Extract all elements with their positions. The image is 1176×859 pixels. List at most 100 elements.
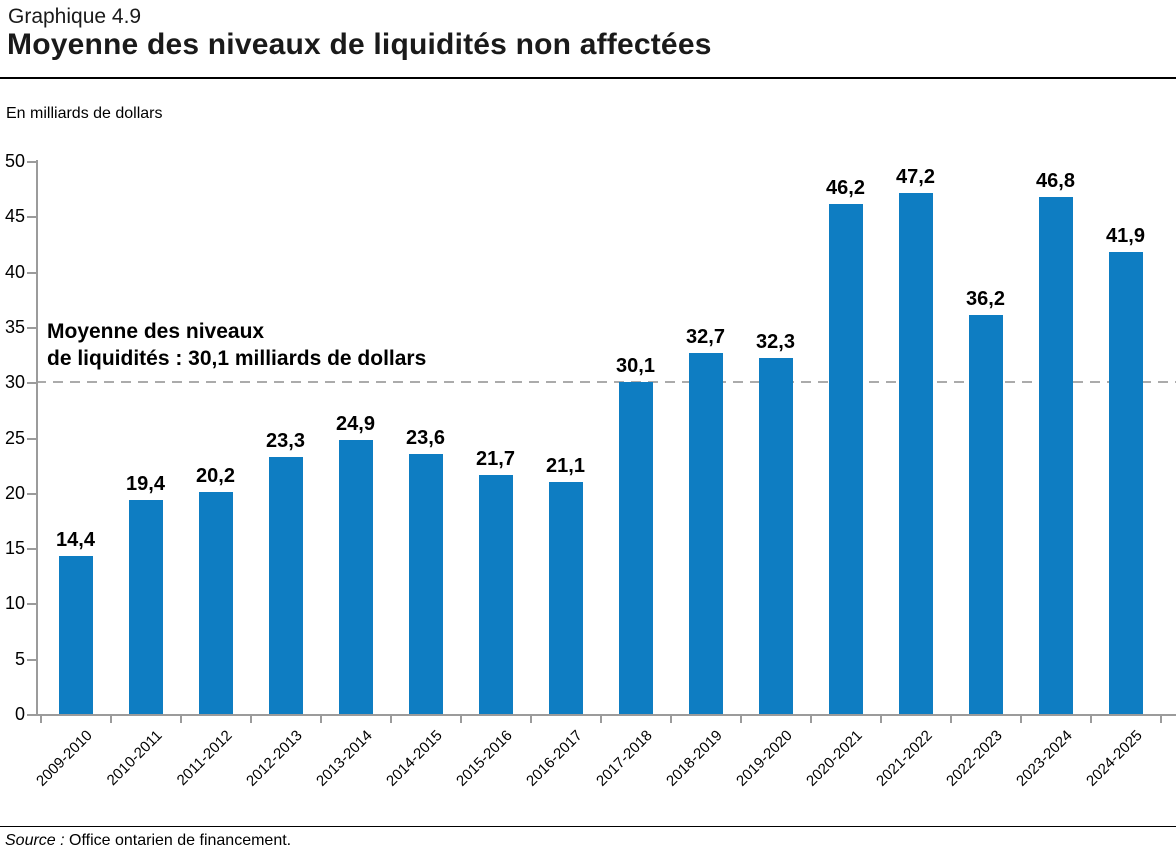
y-axis-tick-label: 10 bbox=[4, 593, 25, 614]
bar bbox=[688, 353, 723, 714]
x-axis-label: 2024-2025 bbox=[1082, 727, 1146, 790]
y-axis-tick-label: 50 bbox=[4, 151, 25, 171]
bar-value-label: 36,2 bbox=[966, 288, 1005, 310]
bar bbox=[1038, 197, 1073, 714]
x-axis-tick bbox=[809, 716, 812, 723]
x-axis-label: 2020-2021 bbox=[802, 727, 866, 790]
x-axis-label: 2022-2023 bbox=[942, 727, 1006, 790]
y-axis-tick bbox=[27, 271, 36, 274]
x-axis-label: 2014-2015 bbox=[382, 727, 446, 790]
bar bbox=[898, 193, 933, 714]
bar bbox=[968, 315, 1003, 714]
y-axis-tick bbox=[27, 216, 36, 219]
bar-value-label: 41,9 bbox=[1106, 225, 1145, 247]
x-axis-label: 2012-2013 bbox=[242, 727, 306, 790]
x-axis-tick bbox=[179, 716, 182, 723]
y-axis-tick bbox=[27, 658, 36, 661]
y-axis-tick bbox=[27, 382, 36, 385]
x-axis-tick bbox=[249, 716, 252, 723]
bar bbox=[758, 358, 793, 714]
title-divider bbox=[0, 77, 1176, 79]
bar-value-label: 14,4 bbox=[56, 529, 95, 551]
y-axis-tick bbox=[27, 603, 36, 606]
y-axis-tick-label: 15 bbox=[4, 538, 25, 559]
source-note: Source : Office ontarien de financement. bbox=[5, 832, 291, 850]
bar-value-label: 20,2 bbox=[196, 465, 235, 487]
x-axis-tick bbox=[739, 716, 742, 723]
x-axis-label: 2011-2012 bbox=[173, 727, 236, 789]
source-text: Office ontarien de financement. bbox=[69, 832, 292, 849]
x-axis-label: 2023-2024 bbox=[1012, 727, 1076, 790]
x-axis-tick bbox=[319, 716, 322, 723]
x-axis-tick bbox=[529, 716, 532, 723]
bar bbox=[338, 440, 373, 714]
x-axis-tick bbox=[1159, 716, 1162, 723]
x-axis-tick bbox=[389, 716, 392, 723]
bar-value-label: 19,4 bbox=[126, 473, 165, 495]
y-axis-tick bbox=[27, 548, 36, 551]
bar bbox=[478, 475, 513, 714]
y-axis-tick bbox=[27, 492, 36, 495]
x-axis-tick bbox=[669, 716, 672, 723]
average-line-annotation: Moyenne des niveaux de liquidités : 30,1… bbox=[47, 318, 426, 372]
x-axis-label: 2021-2022 bbox=[872, 727, 936, 790]
bar-value-label: 46,8 bbox=[1036, 170, 1075, 192]
bar bbox=[58, 556, 93, 714]
y-axis-tick-label: 25 bbox=[4, 427, 25, 448]
bar-value-label: 24,9 bbox=[336, 413, 375, 435]
x-axis-tick bbox=[599, 716, 602, 723]
bar bbox=[128, 500, 163, 714]
y-axis-tick bbox=[27, 326, 36, 329]
x-axis-label: 2016-2017 bbox=[522, 727, 586, 790]
x-axis-tick bbox=[109, 716, 112, 723]
bar bbox=[408, 454, 443, 714]
bar bbox=[828, 204, 863, 714]
chart-eyebrow: Graphique 4.9 bbox=[8, 5, 142, 28]
x-axis-label: 2009-2010 bbox=[32, 727, 96, 790]
x-axis-line bbox=[35, 714, 1176, 716]
bar bbox=[198, 492, 233, 714]
x-axis-tick bbox=[949, 716, 952, 723]
y-axis-tick-label: 35 bbox=[4, 316, 25, 337]
page-title: Moyenne des niveaux de liquidités non af… bbox=[7, 28, 712, 61]
y-axis-tick-label: 30 bbox=[4, 372, 25, 393]
y-axis-tick bbox=[27, 437, 36, 440]
y-axis-tick-label: 40 bbox=[4, 261, 25, 282]
x-axis-tick bbox=[879, 716, 882, 723]
y-axis-tick-label: 20 bbox=[4, 482, 25, 503]
y-axis-tick-label: 5 bbox=[14, 648, 25, 669]
bar-value-label: 32,7 bbox=[686, 326, 725, 348]
bar-value-label: 21,7 bbox=[476, 448, 515, 470]
bar bbox=[618, 382, 653, 714]
bar-value-label: 23,6 bbox=[406, 427, 445, 449]
bar-value-label: 21,1 bbox=[546, 455, 585, 477]
x-axis-label: 2017-2018 bbox=[592, 727, 656, 790]
average-dashed-line bbox=[36, 381, 1176, 384]
x-axis-label: 2018-2019 bbox=[662, 727, 726, 790]
footer-divider bbox=[0, 826, 1176, 827]
x-axis-tick bbox=[1019, 716, 1022, 723]
x-axis-label: 2015-2016 bbox=[452, 727, 516, 790]
bar-value-label: 46,2 bbox=[826, 177, 865, 199]
source-prefix: Source : bbox=[5, 832, 65, 849]
average-line-annotation-line1: Moyenne des niveaux bbox=[47, 320, 265, 343]
y-axis-line bbox=[36, 160, 38, 716]
x-axis-label: 2013-2014 bbox=[312, 727, 376, 790]
x-axis-tick bbox=[39, 716, 42, 723]
bar bbox=[1108, 252, 1143, 714]
x-axis-label: 2019-2020 bbox=[732, 727, 796, 790]
x-axis-label: 2010-2011 bbox=[103, 727, 166, 789]
y-axis-tick bbox=[27, 161, 36, 163]
average-line-annotation-line2: de liquidités : 30,1 milliards de dollar… bbox=[47, 347, 427, 370]
bar-value-label: 32,3 bbox=[756, 331, 795, 353]
bar bbox=[268, 457, 303, 714]
y-axis-tick-label: 0 bbox=[14, 704, 25, 724]
y-axis-tick-label: 45 bbox=[4, 206, 25, 227]
axis-units-label: En milliards de dollars bbox=[6, 105, 163, 122]
x-axis-tick bbox=[1089, 716, 1092, 723]
bar-value-label: 47,2 bbox=[896, 166, 935, 188]
bar-value-label: 23,3 bbox=[266, 430, 305, 452]
y-axis-tick bbox=[27, 714, 36, 716]
